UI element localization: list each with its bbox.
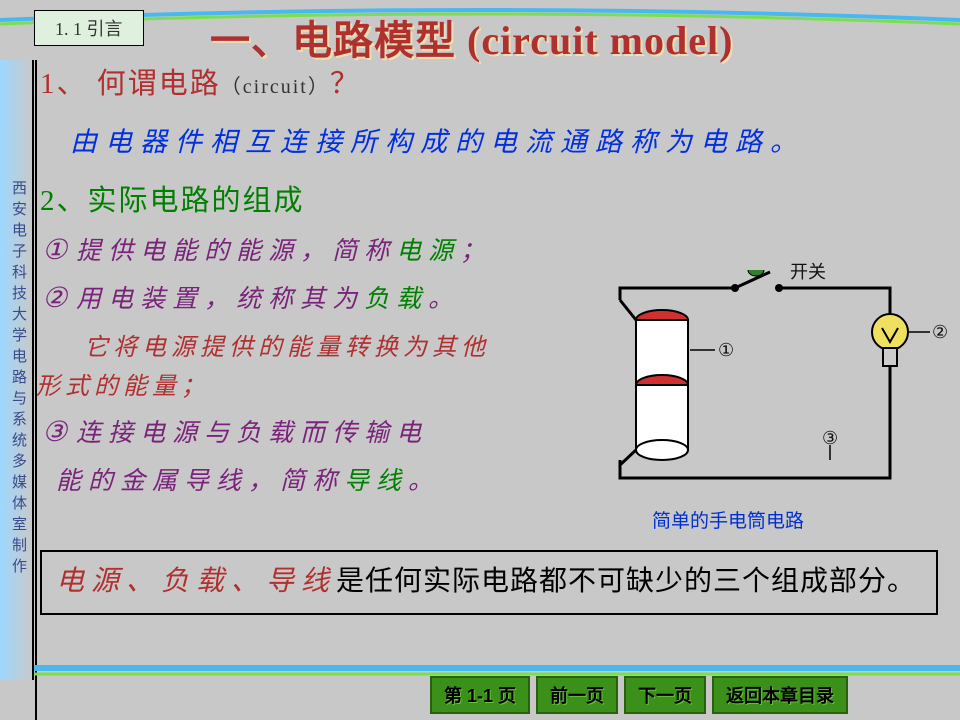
question-1: 1、 何谓电路（circuit）？ bbox=[40, 60, 945, 102]
item-1: ①提供电能的能源，简称电源； bbox=[42, 231, 530, 267]
item-1-num: ① bbox=[42, 235, 74, 266]
item-3-keyword: 导线 bbox=[344, 468, 408, 495]
item-1-keyword: 电源 bbox=[396, 238, 460, 265]
item-3-line2: 能的金属导线，简称导线。 bbox=[42, 461, 530, 497]
nav-bar: 第 1-1 页 前一页 下一页 返回本章目录 bbox=[430, 676, 848, 714]
back-to-toc-button[interactable]: 返回本章目录 bbox=[712, 676, 848, 714]
label-battery: ① bbox=[718, 340, 734, 361]
q1-text: 何谓电路 bbox=[97, 68, 221, 100]
q2-text: 实际电路的组成 bbox=[88, 185, 305, 217]
q1-number: 1、 bbox=[40, 68, 88, 100]
circuit-svg bbox=[570, 270, 950, 500]
label-switch: 开关 bbox=[790, 258, 826, 284]
item-3-text-a: 连接电源与负载而传输电 bbox=[76, 420, 428, 447]
bottom-decoration bbox=[34, 656, 960, 680]
circuit-diagram: 开关 ① ② ③ 简单的手电筒电路 bbox=[570, 270, 950, 540]
question-2: 2、实际电路的组成 bbox=[40, 177, 945, 219]
label-wire: ③ bbox=[822, 428, 838, 449]
item-3-text-b: 能的金属导线，简称 bbox=[56, 468, 344, 495]
diagram-caption: 简单的手电筒电路 bbox=[652, 506, 804, 533]
q1-suffix: ？ bbox=[330, 68, 361, 100]
q2-number: 2、 bbox=[40, 185, 88, 217]
item-2-sub-b: 形式的能量； bbox=[48, 366, 530, 401]
left-decoration bbox=[0, 60, 40, 720]
q1-paren: （circuit） bbox=[221, 76, 330, 98]
item-1-text-b: ； bbox=[460, 238, 492, 265]
item-2-sub-a: 它将电源提供的能量转换为其他 bbox=[48, 327, 530, 362]
summary-text: 是任何实际电路都不可缺少的三个组成部分。 bbox=[336, 566, 916, 597]
item-3-text-c: 。 bbox=[408, 468, 440, 495]
item-2: ②用电装置，统称其为负载。 bbox=[42, 279, 530, 315]
definition-1: 由电器件相互连接所构成的电流通路称为电路。 bbox=[70, 120, 945, 159]
next-button[interactable]: 下一页 bbox=[624, 676, 706, 714]
prev-button[interactable]: 前一页 bbox=[536, 676, 618, 714]
label-bulb: ② bbox=[932, 322, 948, 343]
item-3: ③连接电源与负载而传输电 bbox=[42, 413, 530, 449]
item-2-text-b: 。 bbox=[428, 286, 460, 313]
item-2-text-a: 用电装置，统称其为 bbox=[76, 286, 364, 313]
summary-keywords: 电源、负载、导线 bbox=[56, 566, 336, 597]
item-1-text-a: 提供电能的能源，简称 bbox=[76, 238, 396, 265]
page-title: 一、电路模型 (circuit model) bbox=[210, 8, 733, 66]
chapter-tab: 1. 1 引言 bbox=[34, 10, 144, 46]
summary-box: 电源、负载、导线是任何实际电路都不可缺少的三个组成部分。 bbox=[40, 550, 938, 615]
item-3-num: ③ bbox=[42, 417, 74, 448]
item-2-num: ② bbox=[42, 283, 74, 314]
page-indicator: 第 1-1 页 bbox=[430, 676, 530, 714]
item-2-keyword: 负载 bbox=[364, 286, 428, 313]
